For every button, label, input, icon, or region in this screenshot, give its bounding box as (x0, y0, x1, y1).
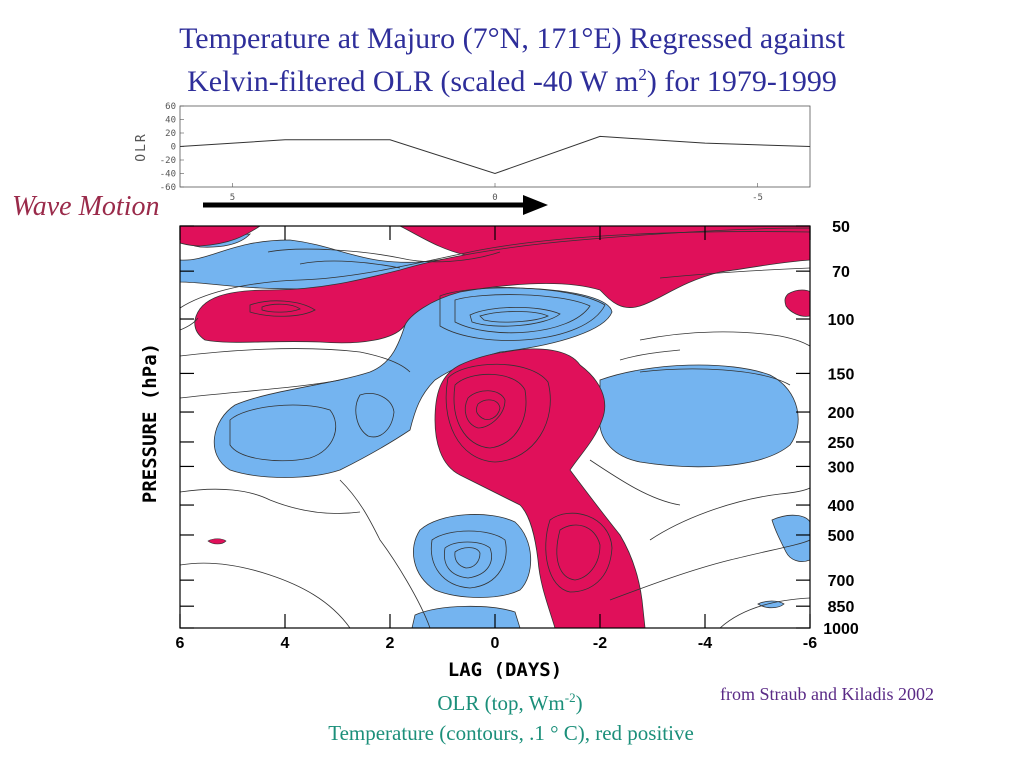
lag-tick-label: 4 (281, 635, 290, 652)
olr-y-tick-label: -60 (160, 183, 176, 193)
olr-y-tick-label: 60 (165, 102, 176, 112)
title-line-2-tail: ) for 1979-1999 (646, 65, 837, 98)
lag-tick-marks (179, 226, 811, 628)
positive-region-vertical-plume (434, 348, 646, 628)
caption-line-1-superscript: -2 (564, 690, 576, 705)
contour-lines (180, 231, 810, 628)
olr-x-tick-label: 0 (492, 193, 497, 203)
negative-region-lower-center (413, 514, 532, 598)
lag-tick-label: 2 (386, 635, 395, 652)
negative-region-center-upper (213, 286, 613, 478)
caption-line-1-tail: ) (575, 691, 583, 715)
lag-tick-label: -6 (803, 635, 817, 652)
pressure-tick-label: 700 (828, 573, 855, 590)
negative-region-right-lower (771, 514, 810, 562)
positive-region-right-upper (784, 289, 810, 317)
olr-x-tick-label: -5 (752, 193, 763, 203)
title-line-2-superscript: 2 (638, 65, 647, 84)
contour-field (180, 226, 810, 628)
caption-line-1: OLR (top, Wm-2) (0, 690, 1022, 716)
pressure-tick-marks (180, 225, 810, 629)
negative-region-tiny (757, 600, 785, 609)
pressure-tick-label: 200 (828, 405, 855, 422)
lag-tick-label: 6 (176, 635, 185, 652)
pressure-tick-label: 850 (828, 599, 855, 616)
caption-line-1-text: OLR (top, Wm (437, 691, 565, 715)
lag-tick-label: 0 (491, 635, 500, 652)
olr-y-tick-label: 40 (165, 116, 176, 126)
pressure-tick-label: 50 (832, 219, 850, 236)
pressure-tick-label: 70 (832, 264, 850, 281)
x-axis-label: LAG (DAYS) (448, 659, 562, 681)
olr-y-tick-label: 0 (171, 143, 176, 153)
olr-y-axis-label: OLR (134, 132, 149, 161)
pressure-tick-label: 500 (828, 528, 855, 545)
pressure-tick-label: 250 (828, 435, 855, 452)
pressure-tick-label: 150 (828, 366, 855, 383)
wave-motion-label: Wave Motion (12, 191, 160, 222)
wave-motion-arrow (203, 195, 548, 215)
positive-region-top-left (180, 226, 261, 247)
olr-y-tick-label: -40 (160, 170, 176, 180)
pressure-tick-label: 300 (828, 459, 855, 476)
lag-tick-labels: 6 4 2 0 -2 -4 -6 (176, 635, 818, 652)
caption-line-2: Temperature (contours, .1 ° C), red posi… (328, 721, 694, 745)
chart-title-line-1: Temperature at Majuro (7°N, 171°E) Regre… (179, 22, 845, 55)
negative-region-right (598, 364, 799, 468)
positive-region-small-dot (207, 538, 227, 545)
pressure-tick-label: 100 (828, 312, 855, 329)
title-line-2-text: Kelvin-filtered OLR (scaled -40 W m (187, 65, 639, 98)
lag-tick-label: -4 (698, 635, 712, 652)
pressure-tick-label: 400 (828, 498, 855, 515)
y-axis-label: PRESSURE (hPa) (139, 343, 161, 503)
source-credit: from Straub and Kiladis 2002 (720, 684, 934, 704)
lag-tick-label: -2 (593, 635, 607, 652)
olr-y-ticks: 60 40 20 0 -20 -40 -60 (160, 102, 184, 193)
olr-x-ticks: 5 0 -5 (230, 183, 763, 203)
pressure-tick-labels: 50 70 100 150 200 250 300 400 500 700 850 1000 (823, 219, 859, 638)
olr-y-tick-label: -20 (160, 156, 176, 166)
olr-series-line (179, 135, 811, 175)
olr-y-tick-label: 20 (165, 129, 176, 139)
negative-region-bottom (411, 605, 521, 628)
positive-region-main-band (194, 227, 810, 344)
chart-title-line-2: Kelvin-filtered OLR (scaled -40 W m2) fo… (0, 58, 1024, 99)
olr-x-tick-label: 5 (230, 193, 235, 203)
pressure-tick-label: 1000 (823, 621, 859, 638)
